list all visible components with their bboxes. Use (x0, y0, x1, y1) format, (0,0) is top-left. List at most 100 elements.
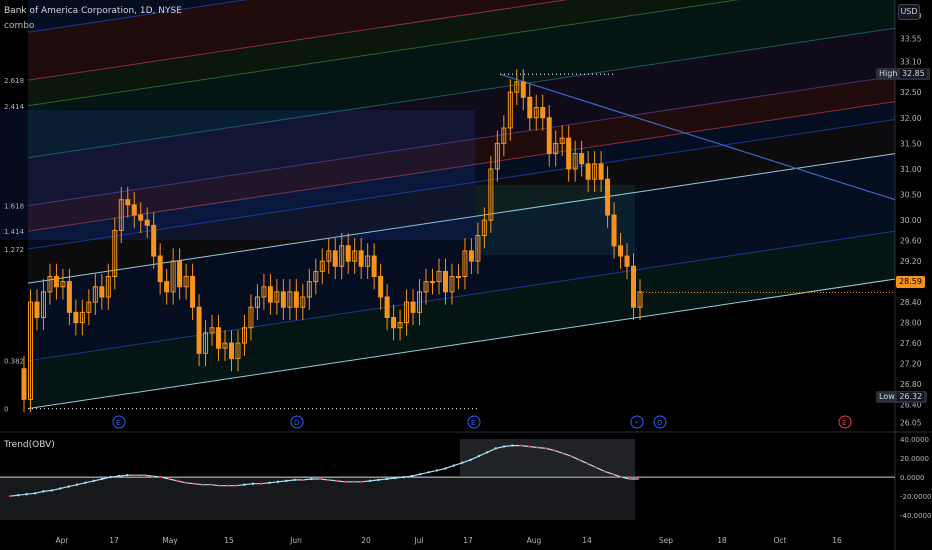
obv-zone (460, 438, 635, 478)
obv-point (42, 490, 45, 493)
candle-body (481, 219, 487, 237)
obv-point (126, 473, 129, 477)
candle-body (423, 281, 429, 293)
obv-point (268, 481, 271, 484)
obv-point (75, 483, 79, 486)
candle-body (306, 281, 312, 298)
candle-body (293, 291, 299, 308)
candle-body (637, 291, 643, 308)
fib-band (28, 101, 895, 250)
x-axis-tick: 15 (224, 536, 234, 545)
down-trendline (499, 73, 896, 201)
candle-body (60, 281, 66, 288)
candle-body (540, 107, 546, 119)
obv-point (201, 483, 204, 486)
price-axis-tick: 29.60 (900, 237, 922, 246)
candle-body (579, 153, 585, 165)
candle-body (157, 255, 163, 283)
candle-body (287, 291, 293, 308)
obv-point (385, 477, 388, 481)
obv-point (318, 477, 322, 481)
high-label-tag: High 32.85 (876, 68, 930, 80)
obv-point (310, 477, 313, 481)
obv-point (477, 454, 481, 458)
obv-point (544, 447, 548, 450)
currency-button[interactable]: USD (898, 4, 920, 20)
obv-point (8, 494, 12, 498)
candle-body (274, 291, 280, 303)
obv-point (167, 477, 171, 481)
candle-body (138, 214, 144, 221)
candle-body (40, 291, 46, 318)
price-axis-tick: 32.50 (900, 88, 922, 97)
candle-body (501, 127, 507, 144)
low-label: Low (879, 392, 895, 401)
price-axis-tick: 26.05 (900, 418, 922, 427)
obv-point (293, 478, 296, 482)
fib-level-line (27, 0, 248, 33)
candle-body (378, 276, 384, 298)
candle-body (319, 260, 325, 272)
candle-body (254, 296, 260, 308)
candle-body (170, 260, 176, 293)
candle-body (507, 91, 513, 129)
candle-body (352, 250, 358, 262)
price-axis-tick: 31.00 (900, 165, 922, 174)
candle-body (151, 224, 157, 257)
event-marker (838, 415, 852, 429)
obv-point (92, 479, 95, 483)
obv-point (494, 447, 497, 450)
candle-body (164, 281, 170, 293)
fib-band (28, 231, 895, 409)
fib-label: 1.414 (4, 228, 25, 236)
obv-axis-tick: 20.0000 (900, 455, 929, 463)
candle-body (585, 163, 591, 180)
x-axis-tick: 14 (582, 536, 592, 545)
x-axis-tick: Sep (659, 536, 673, 545)
x-axis-tick: 20 (361, 536, 371, 545)
zone-box (0, 110, 475, 240)
chart-subtitle: combo (4, 21, 35, 31)
obv-point (100, 477, 104, 481)
candle-body (430, 281, 436, 284)
candle-body (436, 270, 442, 283)
fib-level-line (27, 0, 740, 107)
x-axis-tick: Aug (527, 536, 542, 545)
event-marker-label: E (842, 419, 846, 427)
candle-body (183, 276, 189, 288)
obv-point (377, 478, 380, 482)
event-marker (112, 415, 126, 429)
x-axis-tick: May (162, 536, 178, 545)
obv-point (25, 493, 28, 496)
obv-point (59, 487, 62, 490)
low-label-tag: Low 26.32 (876, 391, 928, 403)
obv-point (343, 480, 347, 484)
fib-label: 0.382 (4, 358, 24, 366)
candle-body (66, 281, 72, 313)
candle-body (105, 276, 111, 298)
x-axis-tick: Oct (774, 536, 787, 545)
candle-body (118, 199, 124, 231)
obv-point (184, 481, 188, 484)
fib-level-line (27, 75, 896, 207)
high-label: High (879, 69, 898, 78)
fib-label: 0 (4, 406, 8, 414)
obv-point (335, 479, 338, 483)
candle-body (27, 301, 33, 400)
candle-body (241, 327, 247, 344)
obv-point (33, 492, 37, 495)
candle-body (494, 142, 500, 170)
x-axis-tick: Jul (413, 536, 423, 545)
candle-body (611, 214, 617, 247)
obv-shadow (0, 477, 635, 520)
event-marker (290, 415, 304, 429)
candle-body (345, 245, 351, 262)
candle-body (131, 204, 137, 216)
fib-label: 1.272 (4, 246, 24, 254)
candle-body (384, 296, 390, 318)
event-marker-label: ⚡ (634, 419, 639, 427)
fib-level-line (27, 118, 896, 250)
price-axis-tick: 27.60 (900, 339, 922, 348)
obv-point (636, 477, 640, 481)
